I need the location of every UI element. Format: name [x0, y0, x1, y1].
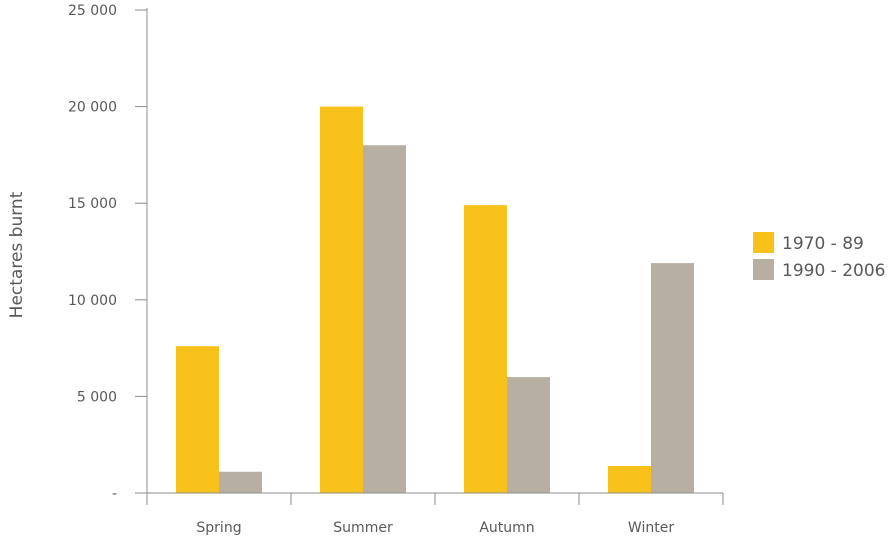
legend-swatch: [753, 259, 774, 280]
bar: [176, 346, 219, 493]
y-tick-label: 5 000: [77, 389, 117, 405]
legend-swatch: [753, 232, 774, 253]
bar: [507, 377, 550, 493]
legend-label: 1990 - 2006: [782, 261, 885, 281]
y-tick-label: 15 000: [68, 196, 117, 212]
bar: [219, 471, 262, 493]
bar: [320, 106, 363, 493]
legend-label: 1970 - 89: [782, 234, 864, 254]
bar: [651, 263, 694, 493]
x-tick-label: Summer: [333, 520, 393, 536]
bar: [363, 145, 406, 494]
y-tick-label: 25 000: [68, 3, 117, 19]
x-tick-label: Winter: [628, 520, 674, 536]
x-tick-label: Autumn: [479, 520, 534, 536]
y-tick-label: 10 000: [68, 293, 117, 309]
x-tick-label: Spring: [196, 520, 241, 536]
y-tick-label: -: [112, 486, 117, 502]
bar: [608, 465, 651, 493]
y-axis-title: Hectares burnt: [7, 191, 27, 318]
y-tick-label: 20 000: [68, 100, 117, 116]
bar: [464, 205, 507, 493]
